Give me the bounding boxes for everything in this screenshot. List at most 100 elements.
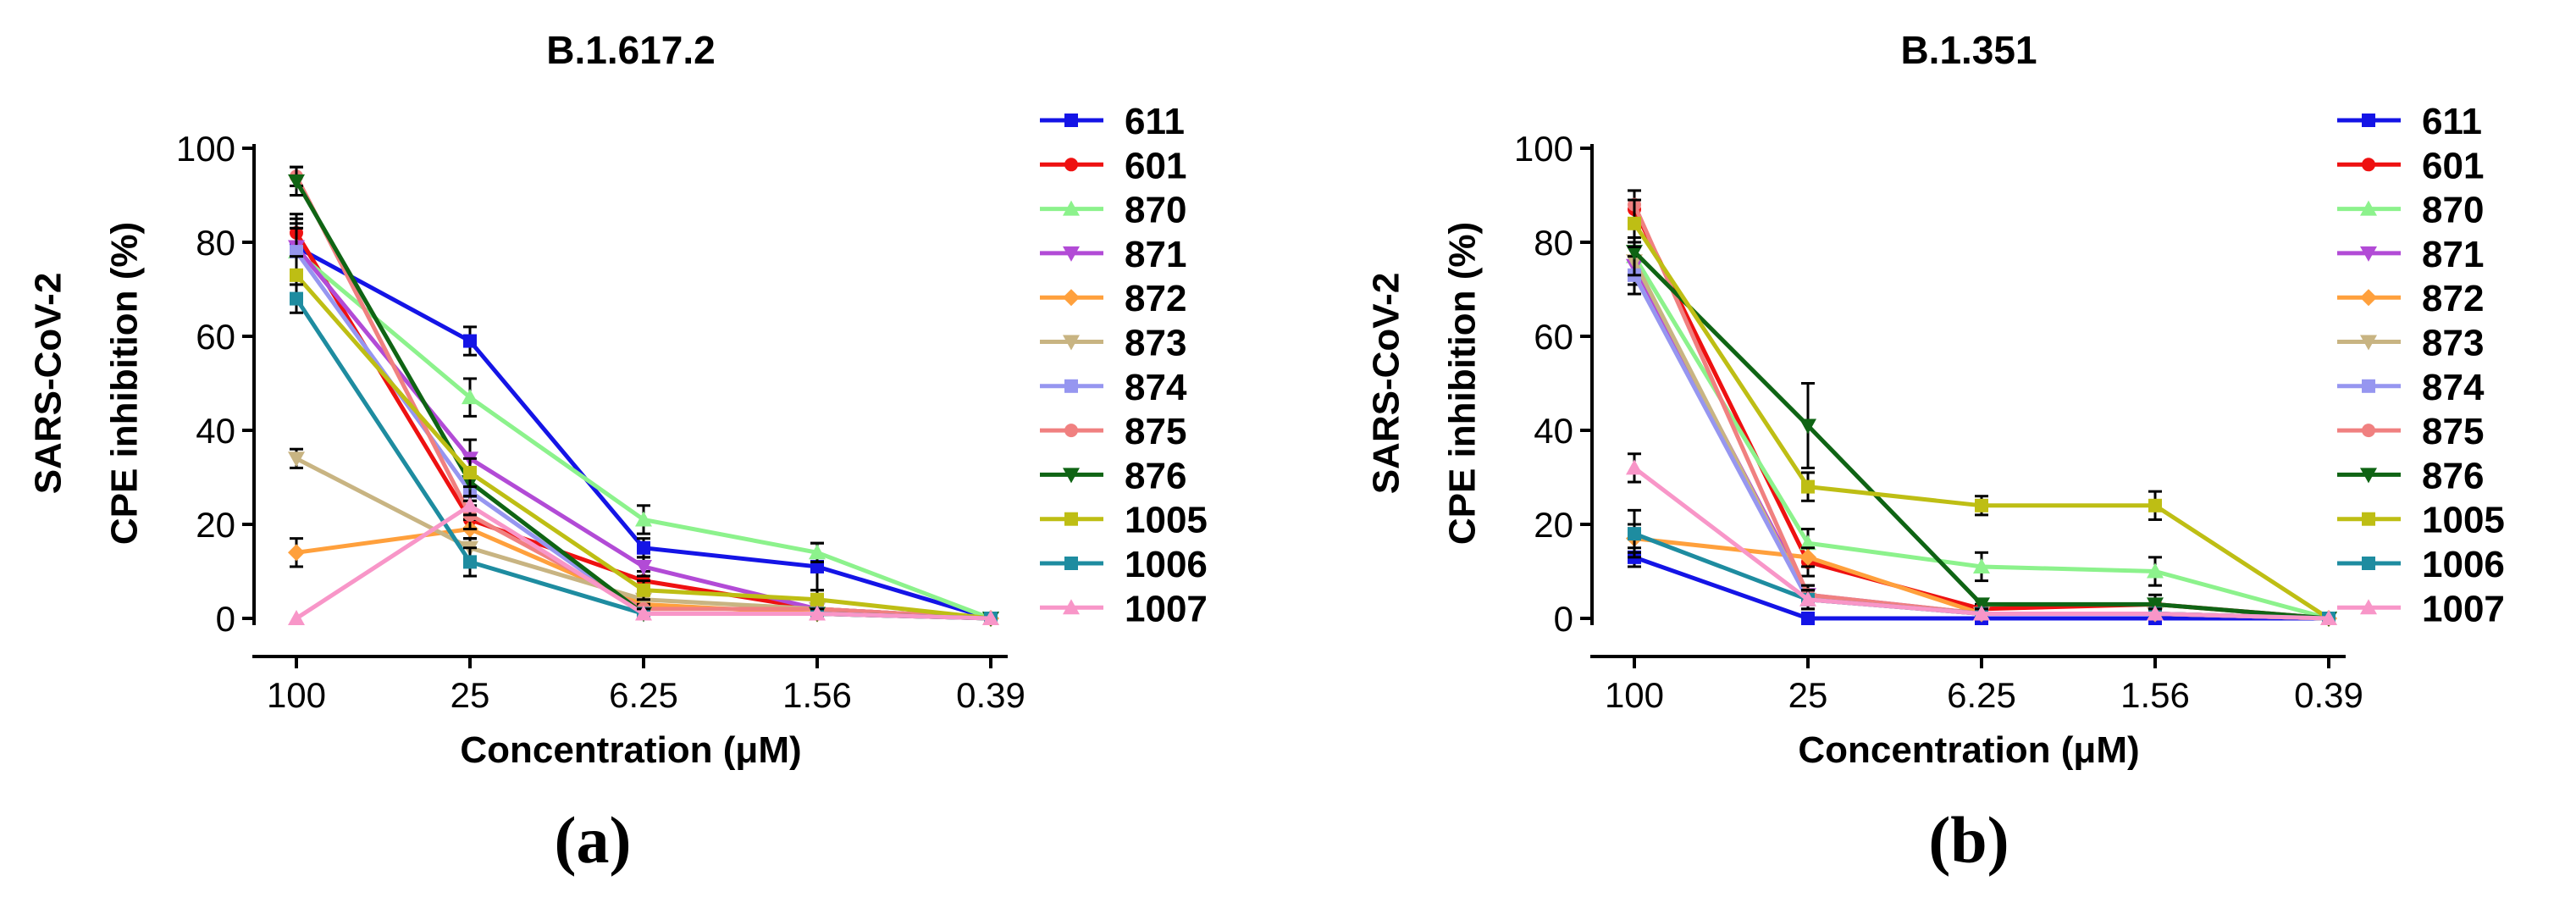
legend-item: 874 (1040, 367, 1187, 408)
legend-label: 611 (2422, 101, 2482, 142)
y-tick-label: 80 (196, 223, 235, 263)
y-axis-title-line: CPE inhibition (%) (104, 222, 146, 545)
legend-swatch-marker (1063, 200, 1080, 216)
legend-swatch-marker (1063, 335, 1080, 351)
x-tick-label: 6.25 (609, 675, 678, 715)
data-point (288, 610, 305, 625)
x-tick-label: 100 (267, 675, 326, 715)
legend-swatch-marker (1064, 379, 1078, 393)
legend-label: 611 (1125, 101, 1185, 142)
y-tick-label: 40 (1534, 411, 1573, 451)
legend-item: 870 (2337, 190, 2484, 231)
y-tick-label: 80 (1534, 223, 1573, 263)
legend-item: 611 (2337, 101, 2482, 142)
data-point (1799, 535, 1816, 551)
legend-swatch-marker (2362, 557, 2375, 570)
data-point (982, 610, 999, 625)
series-1005 (290, 255, 998, 625)
x-tick-label: 0.39 (956, 675, 1025, 715)
data-point (637, 540, 650, 555)
data-point (290, 291, 303, 306)
x-tick-label: 25 (1788, 675, 1828, 715)
legend-swatch-marker (1064, 557, 1078, 570)
legend-item: 1006 (2337, 544, 2505, 585)
legend-label: 870 (2422, 190, 2484, 231)
legend-swatch-marker (2360, 599, 2377, 615)
data-point (809, 605, 826, 621)
data-point (463, 555, 477, 569)
chart-title: B.1.617.2 (546, 28, 715, 72)
legend-item: 876 (2337, 455, 2484, 496)
legend-swatch-marker (2362, 114, 2375, 127)
y-tick-label: 100 (176, 129, 235, 169)
series-871 (288, 222, 999, 627)
legend-swatch-marker (1064, 512, 1078, 526)
chart-title: B.1.351 (1900, 28, 2037, 72)
legend-item: 1005 (1040, 500, 1208, 541)
legend-item: 876 (1040, 455, 1186, 496)
y-tick-label: 20 (196, 505, 235, 545)
legend-swatch-marker (2360, 200, 2377, 216)
legend-label: 873 (2422, 323, 2484, 364)
y-tick-label: 0 (1554, 599, 1573, 639)
data-point (288, 544, 305, 562)
legend-item: 1006 (1040, 544, 1208, 585)
legend-swatch-marker (1064, 114, 1078, 127)
panel-label: (b) (1928, 803, 2009, 877)
data-point (290, 268, 303, 282)
data-point (462, 389, 478, 405)
legend-label: 1005 (2422, 500, 2505, 541)
legend-label: 873 (1125, 323, 1186, 364)
legend-label: 601 (1125, 145, 1186, 186)
data-point (1801, 612, 1815, 625)
legend-swatch-marker (1063, 246, 1080, 262)
y-tick-label: 20 (1534, 505, 1573, 545)
legend-swatch-marker (2360, 335, 2377, 351)
data-point (2320, 610, 2337, 625)
data-point (2147, 597, 2164, 613)
data-point (810, 559, 824, 573)
y-tick-label: 100 (1514, 129, 1573, 169)
legend-swatch-marker (1064, 424, 1078, 438)
legend-item: 875 (2337, 411, 2484, 452)
x-axis-title: Concentration (μM) (1798, 729, 2139, 771)
y-tick-label: 0 (216, 599, 235, 639)
data-point (2147, 562, 2164, 579)
data-point (288, 174, 305, 190)
legend-swatch-marker (2360, 246, 2377, 262)
series-1007 (1626, 452, 2337, 625)
legend-item: 871 (2337, 234, 2484, 275)
legend-item: 601 (2337, 145, 2484, 186)
legend-swatch-marker (2362, 512, 2375, 526)
legend-label: 872 (2422, 278, 2484, 319)
data-point (2147, 605, 2164, 621)
data-point (635, 559, 652, 575)
legend-swatch-marker (2360, 468, 2377, 484)
legend-item: 872 (1040, 278, 1186, 319)
legend-label: 871 (2422, 234, 2484, 275)
y-tick-label: 60 (196, 317, 235, 357)
legend-label: 872 (1125, 278, 1186, 319)
x-tick-label: 6.25 (1947, 675, 2016, 715)
y-tick-label: 60 (1534, 317, 1573, 357)
data-point (810, 592, 824, 607)
panel-b-chart: B.1.351 SARS-CoV-2 CPE inhibition (%) 0 20 40… (1366, 28, 2505, 877)
data-point (2148, 498, 2162, 512)
legend-label: 874 (2422, 367, 2485, 408)
legend-item: 1005 (2337, 500, 2505, 541)
series-1007 (288, 495, 999, 625)
data-point (1628, 216, 1641, 230)
data-point (463, 465, 477, 479)
legend-item: 1007 (2337, 588, 2505, 629)
legend-label: 875 (1125, 411, 1186, 452)
legend-item: 875 (1040, 411, 1186, 452)
legend-item: 611 (1040, 101, 1185, 142)
data-point (1799, 418, 1816, 435)
data-point (637, 583, 650, 597)
legend-swatch-marker (1063, 468, 1080, 484)
legend-label: 874 (1125, 367, 1187, 408)
series-870 (1626, 235, 2337, 625)
